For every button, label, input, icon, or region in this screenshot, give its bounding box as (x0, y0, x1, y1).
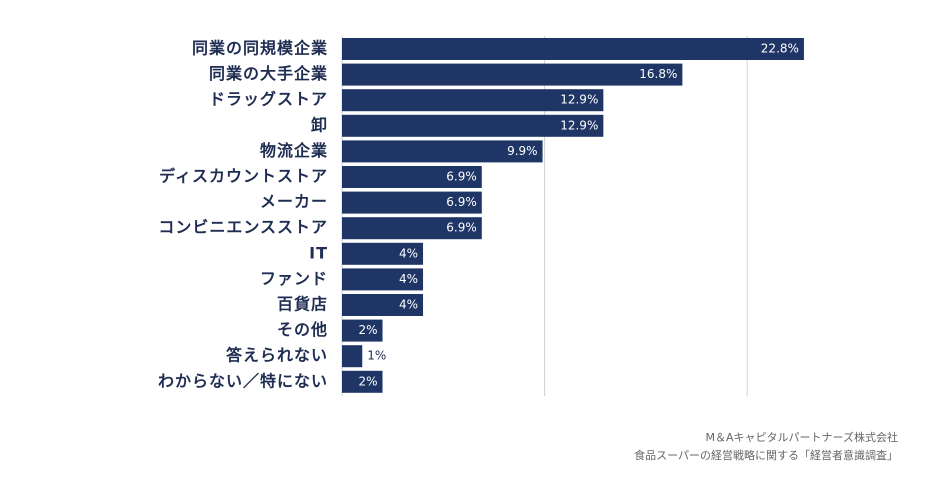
category-label: 百貨店 (277, 295, 328, 314)
category-label: 同業の大手企業 (209, 64, 328, 83)
value-label: 12.9% (560, 118, 598, 132)
value-label: 6.9% (446, 170, 477, 184)
bar (342, 140, 543, 163)
category-label: ファンド (260, 269, 328, 288)
bar (342, 217, 482, 240)
value-label: 4% (399, 246, 418, 260)
bar (342, 294, 424, 316)
value-label: 6.9% (446, 195, 477, 209)
value-label: 22.8% (761, 42, 799, 56)
bar (342, 114, 604, 137)
bar (342, 345, 363, 368)
source: 食品スーパーの経営戦略に関する「経営者意識調査」 (634, 448, 898, 462)
category-label: 答えられない (226, 346, 328, 365)
value-label: 1% (367, 349, 386, 363)
bar (342, 268, 424, 291)
category-label: 同業の同規模企業 (192, 39, 328, 58)
value-label: 4% (399, 298, 418, 312)
value-label: 12.9% (560, 93, 598, 107)
bar (342, 191, 482, 214)
category-label: ドラッグストア (209, 90, 328, 109)
category-label: コンビニエンスストア (158, 218, 328, 237)
category-label: 卸 (311, 115, 328, 134)
bar (342, 370, 383, 393)
category-label: わからない／特にない (158, 371, 328, 390)
bar (342, 242, 424, 265)
category-label: 物流企業 (260, 141, 328, 160)
category-label: ディスカウントストア (159, 167, 328, 186)
bar (342, 319, 383, 342)
bar (342, 89, 604, 112)
value-label: 9.9% (507, 144, 538, 158)
value-label: 4% (399, 272, 418, 286)
value-label: 2% (358, 323, 377, 337)
category-label: IT (309, 243, 328, 262)
bar (342, 38, 804, 60)
category-label: その他 (277, 320, 328, 339)
category-label: メーカー (260, 192, 328, 211)
value-label: 16.8% (639, 67, 677, 81)
bar (342, 166, 482, 188)
source: M＆Aキャピタルパートナーズ株式会社 (706, 430, 898, 444)
value-label: 2% (358, 374, 377, 388)
value-label: 6.9% (446, 221, 477, 235)
bar (342, 63, 683, 86)
